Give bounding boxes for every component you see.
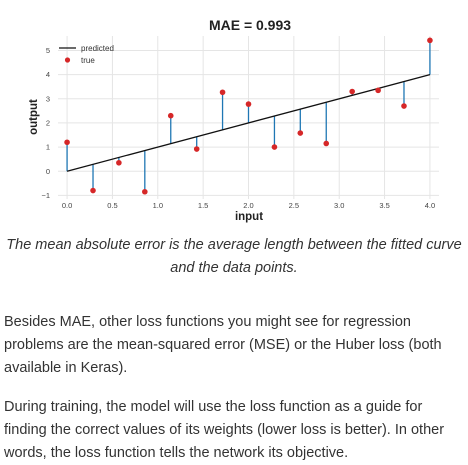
y-tick-label: 0 [46,167,50,176]
true-points [64,37,433,195]
true-point [193,146,200,152]
true-point [142,188,148,195]
x-tick-label: 4.0 [425,201,435,210]
true-point [323,140,330,147]
x-tick-label: 0.5 [107,201,117,210]
figure-caption: The mean absolute error is the average l… [6,237,462,276]
y-tick-label: 3 [46,94,50,103]
legend-true-label: true [81,56,95,65]
true-point [297,130,304,136]
true-point [427,37,433,44]
paragraph-training-objective: During training, the model will use the … [4,398,445,461]
x-tick-label: 2.5 [289,201,299,210]
true-point [349,88,355,95]
mae-figure: MAE = 0.993 0.0 0.5 1.0 1.5 2.0 2.5 3.0 3.5 4.0 … [0,0,468,232]
true-point [245,101,252,107]
legend-predicted-label: predicted [81,44,114,53]
true-point [219,89,226,96]
true-point [90,187,96,194]
y-tick-label: 2 [46,119,50,128]
x-tick-label: 0.0 [62,201,72,210]
true-point [375,87,381,94]
true-point [271,144,278,150]
predicted-line-group [66,74,431,172]
x-tick-label: 3.5 [379,201,389,210]
true-point [64,139,70,146]
y-tick-label: 4 [46,70,50,79]
paragraph-loss-functions: Besides MAE, other loss functions you mi… [4,313,442,376]
y-tick-label: 1 [46,143,50,152]
true-point [167,112,174,119]
x-tick-label: 3.0 [334,201,344,210]
x-tick-label: 1.5 [198,201,208,210]
true-point [401,103,407,109]
legend-true-swatch [64,57,71,63]
y-tick-labels: −1 0 1 2 3 4 5 [41,46,50,200]
chart-title: MAE = 0.993 [209,17,291,33]
x-tick-label: 1.0 [153,201,163,210]
true-point [116,159,122,166]
legend: predicted true [59,44,114,65]
x-tick-label: 2.0 [243,201,253,210]
y-tick-label: 5 [46,46,50,55]
mae-chart: MAE = 0.993 0.0 0.5 1.0 1.5 2.0 2.5 3.0 3.5 4.0 … [28,17,439,223]
predicted-line [66,74,431,172]
y-axis-label: output [28,99,40,135]
x-tick-labels: 0.0 0.5 1.0 1.5 2.0 2.5 3.0 3.5 4.0 [62,201,435,210]
x-axis-label: input [235,211,263,223]
y-tick-label: −1 [41,191,50,200]
